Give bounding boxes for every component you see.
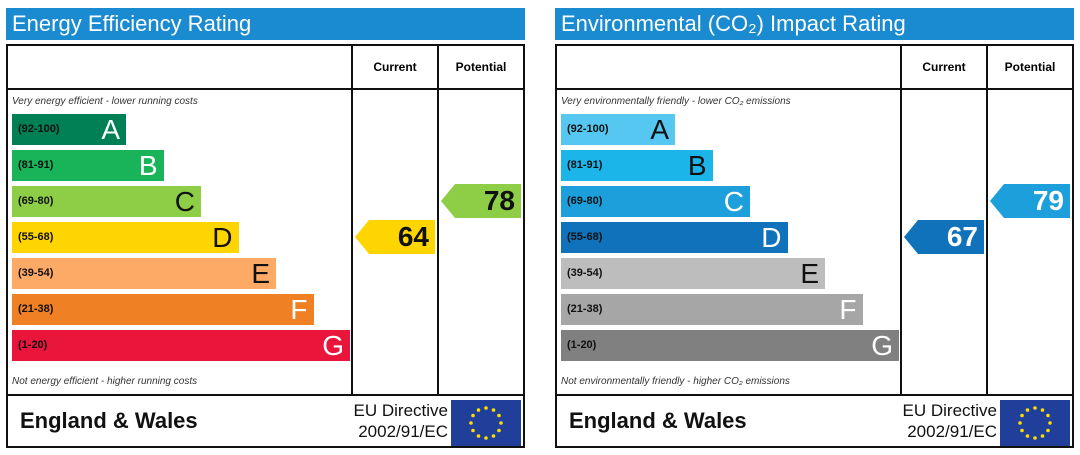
band-letter-label: F (290, 294, 308, 325)
eu-flag-icon (1000, 400, 1070, 446)
band-d: (55-68) D (561, 222, 788, 253)
rating-value: 64 (397, 221, 429, 252)
directive-line-2: 2002/91/EC (907, 422, 997, 441)
band-g: (1-20) G (12, 330, 350, 361)
divider (437, 46, 439, 396)
bottom-note: Not energy efficient - higher running co… (12, 376, 198, 387)
top-note: Very environmentally friendly - lower CO… (561, 96, 791, 107)
band-c: (69-80) C (561, 186, 750, 217)
divider (986, 46, 988, 396)
potential-rating-pointer: 79 (990, 184, 1070, 218)
divider (8, 394, 523, 396)
energy-efficiency-chart: Energy Efficiency Rating Current Potenti… (6, 8, 525, 448)
chart-title: Environmental (CO₂) Impact Rating (555, 8, 1074, 40)
band-e: (39-54) E (561, 258, 825, 289)
band-f: (21-38) F (561, 294, 863, 325)
band-range-label: (21-38) (567, 303, 603, 315)
current-rating-pointer: 67 (904, 220, 984, 254)
band-range-label: (1-20) (18, 339, 48, 351)
column-header-current: Current (922, 60, 966, 74)
rating-value: 67 (946, 221, 978, 252)
divider (900, 46, 902, 396)
band-g: (1-20) G (561, 330, 899, 361)
bottom-note: Not environmentally friendly - higher CO… (561, 376, 790, 387)
band-range-label: (69-80) (567, 195, 603, 207)
column-header-current: Current (373, 60, 417, 74)
environmental-impact-chart: Environmental (CO₂) Impact Rating Curren… (555, 8, 1074, 448)
eu-directive-label: EU Directive 2002/91/EC (308, 400, 448, 442)
top-note: Very energy efficient - lower running co… (12, 96, 198, 107)
directive-line-1: EU Directive (353, 401, 448, 420)
band-letter-label: B (138, 150, 158, 181)
band-range-label: (39-54) (18, 267, 54, 279)
band-range-label: (81-91) (18, 159, 54, 171)
region-label: England & Wales (20, 408, 198, 433)
column-header-potential: Potential (455, 60, 507, 74)
chart-frame: Current Potential Very energy efficient … (6, 44, 525, 448)
eu-flag-icon (451, 400, 521, 446)
band-d: (55-68) D (12, 222, 239, 253)
band-a: (92-100) A (12, 114, 126, 145)
divider (557, 88, 1072, 90)
band-e: (39-54) E (12, 258, 276, 289)
band-b: (81-91) B (12, 150, 164, 181)
divider (351, 46, 353, 396)
column-header-potential: Potential (1004, 60, 1056, 74)
band-letter-label: C (174, 186, 195, 217)
band-letter-label: E (800, 258, 819, 289)
rating-value: 79 (1032, 185, 1064, 216)
rating-value: 78 (483, 185, 515, 216)
band-range-label: (92-100) (567, 123, 609, 135)
band-letter-label: A (650, 114, 669, 145)
band-letter-label: F (839, 294, 857, 325)
band-letter-label: D (212, 222, 233, 253)
directive-line-2: 2002/91/EC (358, 422, 448, 441)
band-range-label: (39-54) (567, 267, 603, 279)
eu-directive-label: EU Directive 2002/91/EC (857, 400, 997, 442)
band-f: (21-38) F (12, 294, 314, 325)
band-range-label: (81-91) (567, 159, 603, 171)
band-range-label: (92-100) (18, 123, 60, 135)
band-letter-label: G (871, 330, 893, 361)
band-a: (92-100) A (561, 114, 675, 145)
band-range-label: (1-20) (567, 339, 597, 351)
potential-rating-pointer: 78 (441, 184, 521, 218)
band-letter-label: D (761, 222, 782, 253)
current-rating-pointer: 64 (355, 220, 435, 254)
band-range-label: (69-80) (18, 195, 54, 207)
divider (557, 394, 1072, 396)
band-letter-label: B (687, 150, 707, 181)
chart-title: Energy Efficiency Rating (6, 8, 525, 40)
band-letter-label: A (101, 114, 120, 145)
divider (8, 88, 523, 90)
band-letter-label: C (723, 186, 744, 217)
chart-frame: Current Potential Very environmentally f… (555, 44, 1074, 448)
band-range-label: (21-38) (18, 303, 54, 315)
directive-line-1: EU Directive (902, 401, 997, 420)
band-b: (81-91) B (561, 150, 713, 181)
band-letter-label: G (322, 330, 344, 361)
region-label: England & Wales (569, 408, 747, 433)
band-range-label: (55-68) (567, 231, 603, 243)
band-c: (69-80) C (12, 186, 201, 217)
band-letter-label: E (251, 258, 270, 289)
band-range-label: (55-68) (18, 231, 54, 243)
